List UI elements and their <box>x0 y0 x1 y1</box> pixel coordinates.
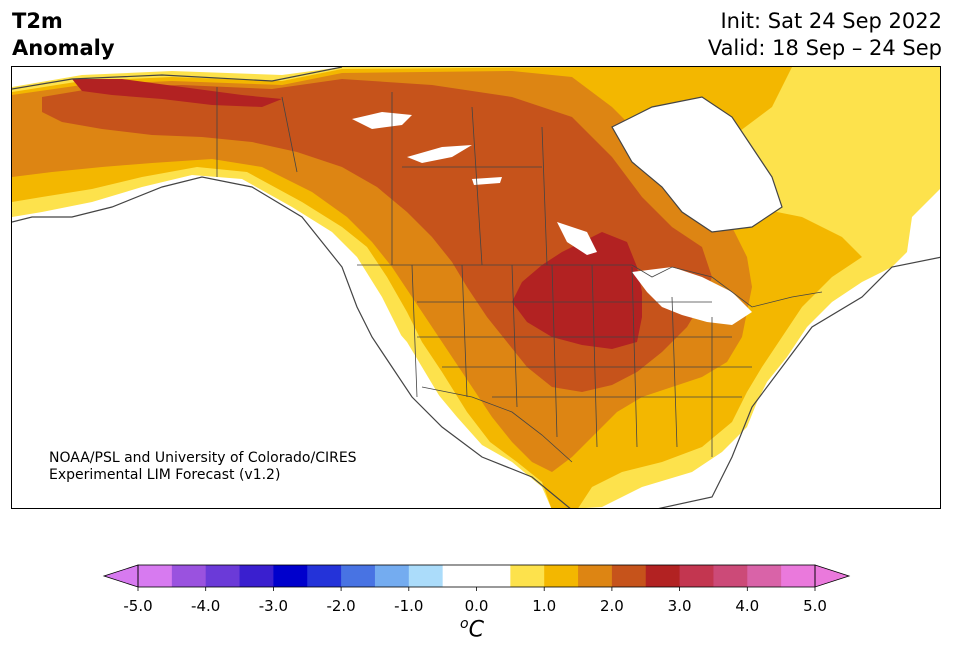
credit-line1: NOAA/PSL and University of Colorado/CIRE… <box>49 450 357 466</box>
colorbar-bin-12 <box>578 565 613 587</box>
colorbar-tick-label-10: 5.0 <box>803 597 827 615</box>
colorbar-tick-label-2: -3.0 <box>259 597 288 615</box>
colorbar-tick-label-7: 2.0 <box>600 597 624 615</box>
colorbar-bin-10 <box>510 565 545 587</box>
init-date: Init: Sat 24 Sep 2022 <box>720 9 942 33</box>
lake-athabasca <box>472 177 502 185</box>
colorbar-tick-label-9: 4.0 <box>735 597 759 615</box>
contour-2p5 <box>72 79 282 107</box>
colorbar-bin-18 <box>781 565 816 587</box>
colorbar-bin-14 <box>645 565 681 587</box>
colorbar-bin-0 <box>138 565 173 587</box>
borders <box>216 87 823 463</box>
coastline-west <box>12 176 571 508</box>
colorbar-bin-16 <box>713 565 748 587</box>
colorbar-high-extend <box>814 564 851 588</box>
colorbar-bin-7 <box>374 565 410 587</box>
lake-winnipeg <box>557 222 597 255</box>
colorbar-tick-label-1: -4.0 <box>191 597 220 615</box>
colorbar-bin-3 <box>239 565 274 587</box>
colorbar-bin-9 <box>442 565 511 587</box>
hudson-bay <box>612 97 782 232</box>
colorbar-bin-2 <box>205 565 241 587</box>
credit-line2: Experimental LIM Forecast (v1.2) <box>49 467 281 483</box>
unit-c: C <box>468 617 484 643</box>
coastline-east <box>658 256 940 508</box>
colorbar-bin-11 <box>544 565 579 587</box>
colorbar-bin-5 <box>307 565 342 587</box>
low-anomaly-areas <box>352 97 782 508</box>
canada-province-lines <box>281 92 548 266</box>
unit-degree: o <box>460 616 469 632</box>
colorbar-bin-17 <box>747 565 782 587</box>
map-title: T2m Anomaly <box>12 8 115 62</box>
coastlines <box>12 67 940 508</box>
colorbar-bin-15 <box>679 565 714 587</box>
anomaly-map-svg <box>12 67 940 508</box>
colorbar-bin-4 <box>273 565 308 587</box>
contour-2p5-central <box>512 232 642 349</box>
forecast-dates: Init: Sat 24 Sep 2022 Valid: 18 Sep – 24… <box>708 8 942 62</box>
colorbar-tick-label-4: -1.0 <box>394 597 423 615</box>
colorbar-bin-13 <box>611 565 647 587</box>
great-lakes <box>632 267 752 325</box>
colorbar-bin-6 <box>341 565 376 587</box>
hudson-bay-coast <box>611 96 783 233</box>
colorbar-bins <box>138 565 816 587</box>
colorbar-bin-8 <box>408 565 444 587</box>
pacific-coast-white <box>352 322 511 508</box>
colorbar-tick-label-5: 0.0 <box>465 597 489 615</box>
colorbar-ticks: -5.0 -4.0 -3.0 -2.0 -1.0 0.0 1.0 2.0 3.0 4.0 5.0 <box>123 587 827 615</box>
us-mexico-border <box>421 386 573 463</box>
great-slave-lake <box>407 145 472 163</box>
colorbar-bin-1 <box>171 565 207 587</box>
colorbar-tick-label-6: 1.0 <box>532 597 556 615</box>
anomaly-map[interactable] <box>11 66 941 509</box>
colorbar-tick-label-8: 3.0 <box>668 597 692 615</box>
colorbar-low-extend <box>102 564 139 588</box>
colorbar-unit: oC <box>460 616 484 642</box>
great-bear-lake <box>352 112 412 129</box>
colorbar-tick-label-0: -5.0 <box>123 597 152 615</box>
map-title-line1: T2m <box>12 9 63 33</box>
valid-range: Valid: 18 Sep – 24 Sep <box>707 36 942 60</box>
us-canada-border <box>357 264 823 308</box>
us-state-lines <box>411 264 752 457</box>
colorbar-tick-label-3: -2.0 <box>326 597 355 615</box>
map-title-line2: Anomaly <box>12 36 115 60</box>
coastline-north <box>12 67 343 90</box>
credit-text: NOAA/PSL and University of Colorado/CIRE… <box>49 450 357 484</box>
